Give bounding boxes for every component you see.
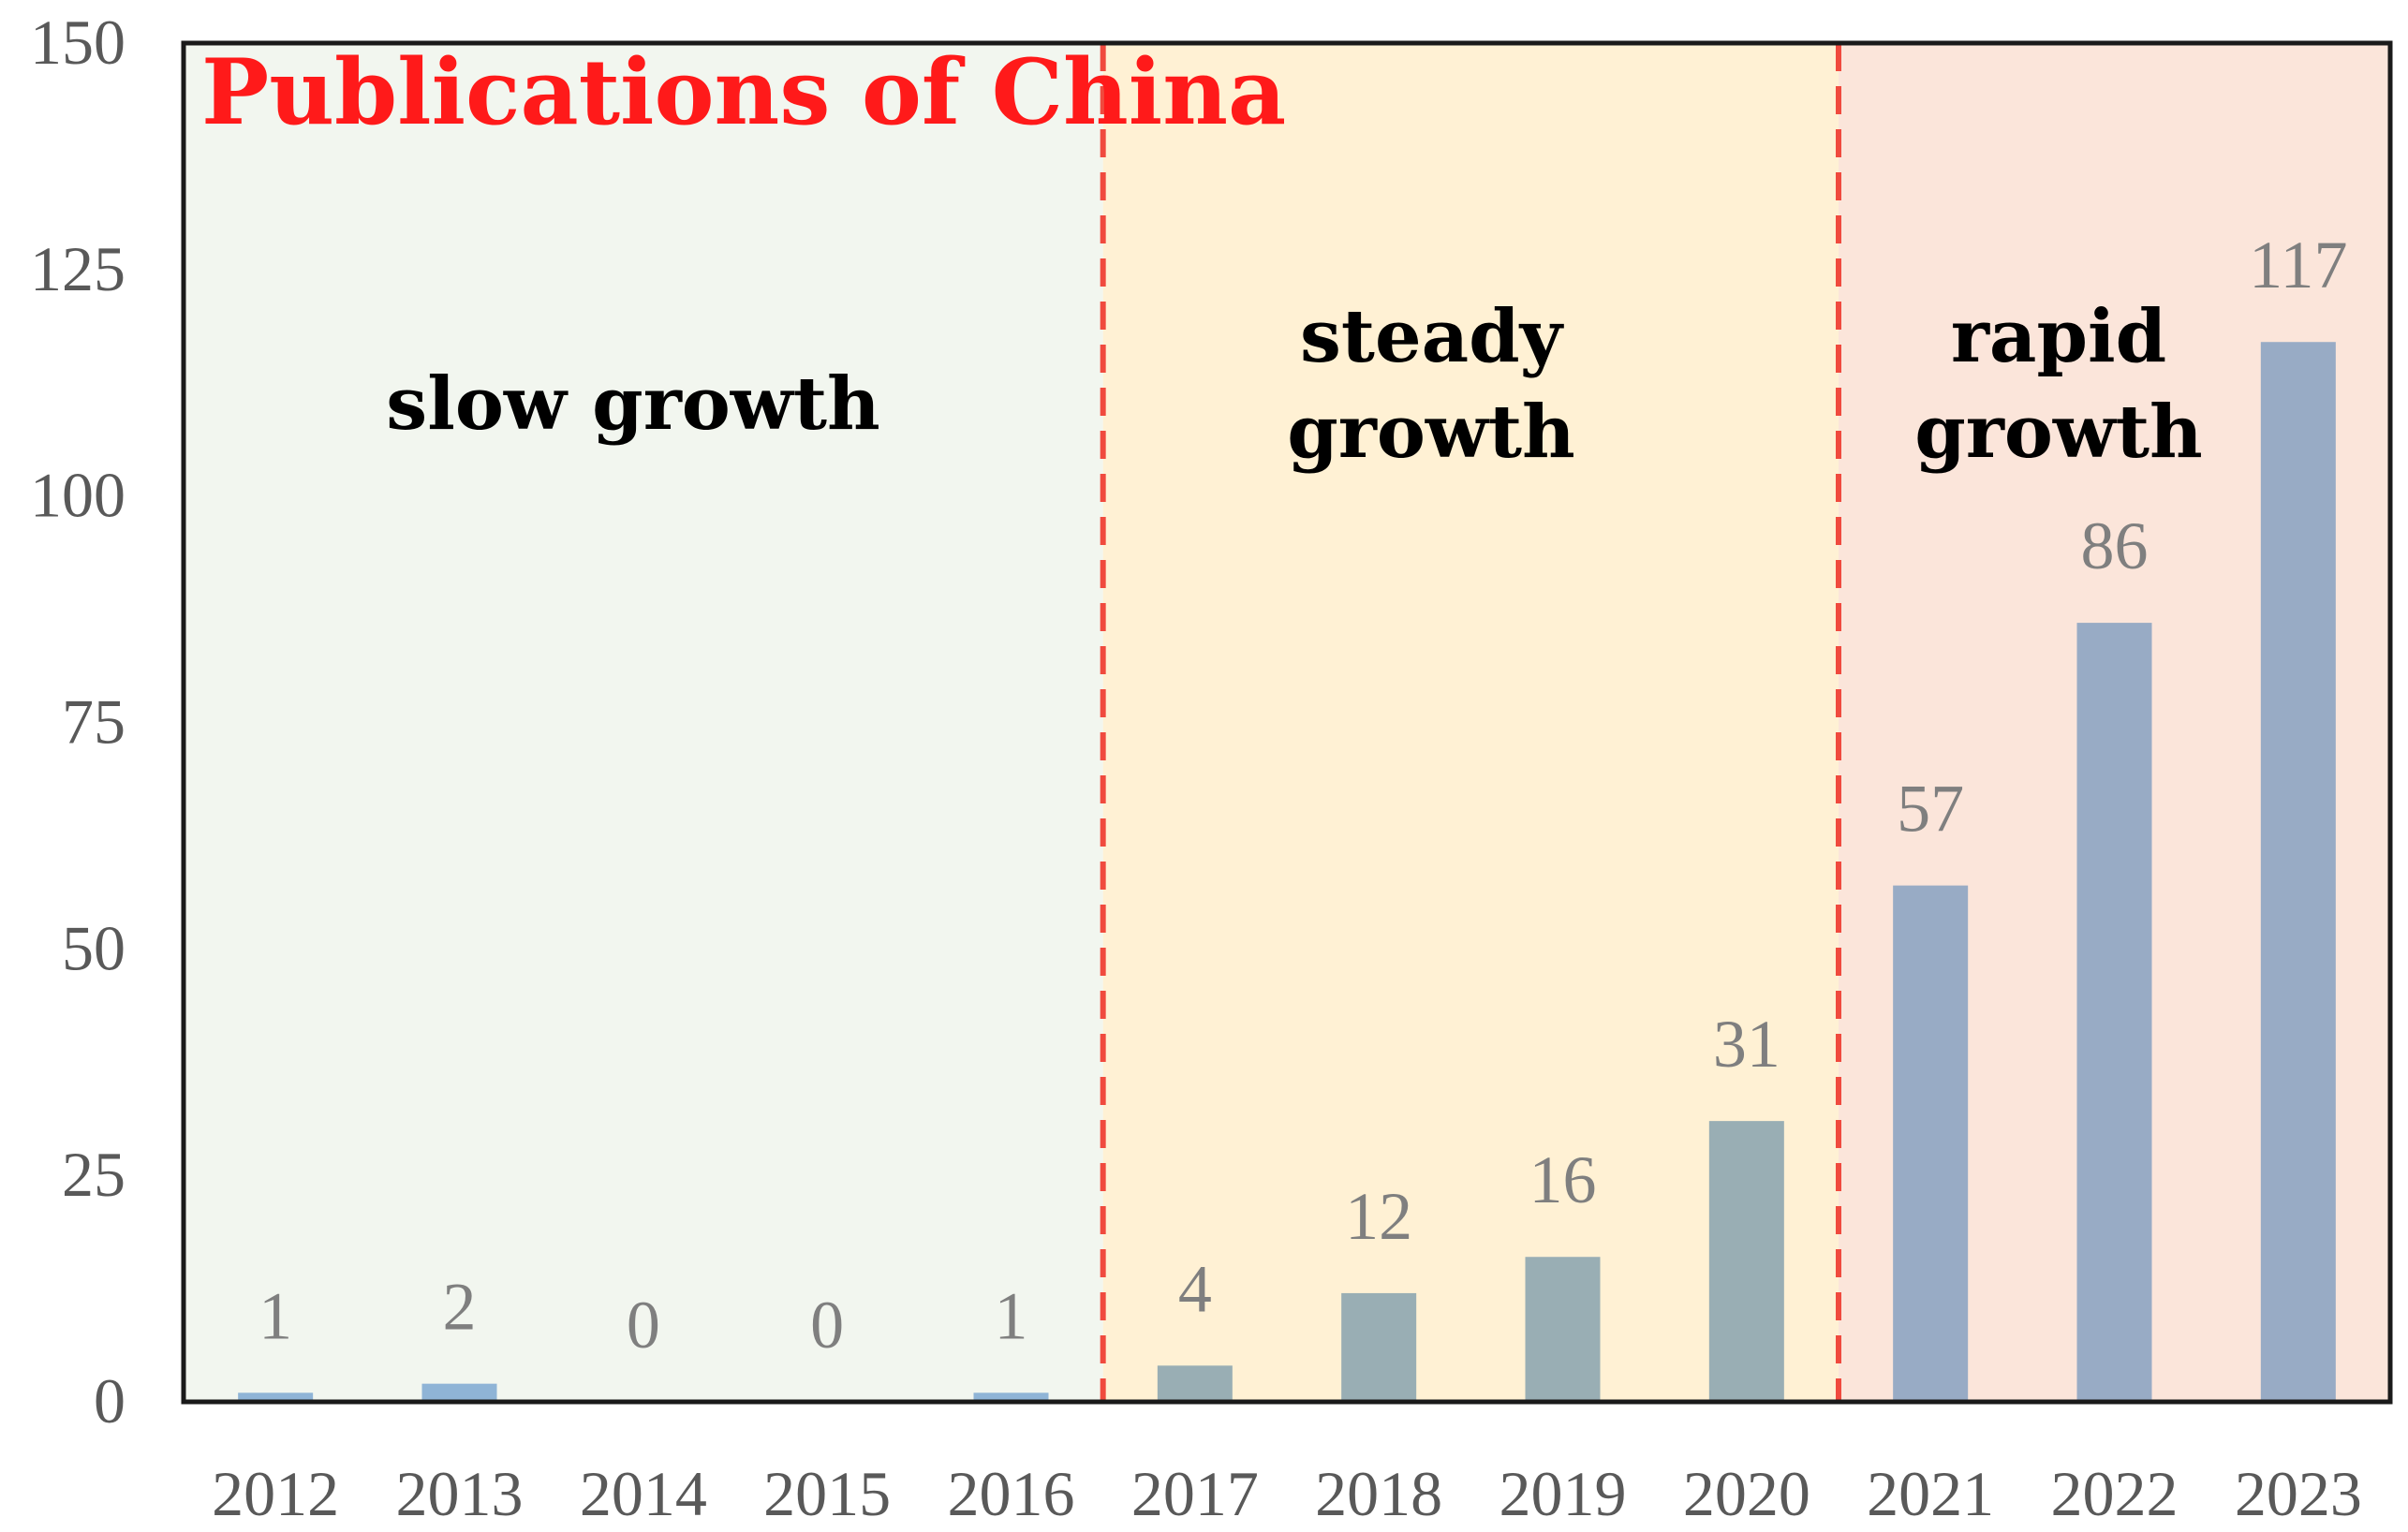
- bar-2013: [421, 1383, 497, 1402]
- data-label-2018: 12: [1345, 1179, 1412, 1254]
- x-tick-label-2023: 2023: [2235, 1458, 2362, 1529]
- y-tick-label-100: 100: [30, 460, 126, 531]
- phase-background-slow-growth: [184, 43, 1103, 1402]
- phase-dividers: [1100, 43, 1841, 1402]
- data-label-2017: 4: [1178, 1251, 1212, 1326]
- y-tick-label-0: 0: [94, 1365, 126, 1436]
- y-tick-label-50: 50: [62, 912, 126, 983]
- data-label-2023: 117: [2249, 228, 2347, 302]
- y-tick-label-125: 125: [30, 233, 126, 304]
- bar-2021: [1893, 885, 1969, 1402]
- phase-label-rapid-growth: rapid growth: [1914, 294, 2203, 475]
- x-tick-label-2017: 2017: [1131, 1458, 1259, 1529]
- phase-backgrounds: [184, 43, 2390, 1402]
- chart-title: Publications of China: [201, 39, 1286, 145]
- x-tick-label-2022: 2022: [2051, 1458, 2179, 1529]
- x-tick-label-2020: 2020: [1683, 1458, 1810, 1529]
- x-tick-label-2021: 2021: [1867, 1458, 1994, 1529]
- x-tick-label-2015: 2015: [763, 1458, 891, 1529]
- x-axis-ticks: 2012 2013 2014 2015 2016 2017 2018 2019 2020 2021…: [212, 1458, 2362, 1529]
- bar-2012: [238, 1392, 314, 1402]
- y-tick-label-75: 75: [62, 686, 126, 758]
- phase-label-line: steady: [1300, 294, 1565, 379]
- plot-border: [181, 40, 2393, 1405]
- x-tick-label-2019: 2019: [1499, 1458, 1627, 1529]
- phase-label-line: rapid: [1951, 294, 2166, 379]
- plot-frame: [181, 40, 2393, 1405]
- x-tick-label-2018: 2018: [1315, 1458, 1442, 1529]
- bar-2019: [1525, 1257, 1601, 1402]
- data-label-2022: 86: [2081, 508, 2149, 583]
- data-label-2015: 0: [810, 1288, 844, 1363]
- bar-2018: [1341, 1292, 1417, 1402]
- bar-2023: [2260, 342, 2336, 1403]
- data-label-2020: 31: [1713, 1007, 1780, 1082]
- phase-label-line: growth: [1914, 390, 2203, 475]
- x-tick-label-2014: 2014: [580, 1458, 707, 1529]
- y-tick-label-25: 25: [62, 1139, 126, 1210]
- y-tick-label-150: 150: [30, 7, 126, 78]
- bar-2016: [973, 1392, 1049, 1402]
- x-tick-label-2016: 2016: [948, 1458, 1075, 1529]
- phase-label-steady-growth: steady growth: [1287, 294, 1575, 475]
- phase-label-line: growth: [1287, 390, 1575, 475]
- bar-2017: [1157, 1365, 1233, 1402]
- x-tick-label-2012: 2012: [212, 1458, 339, 1529]
- data-label-2013: 2: [443, 1270, 477, 1345]
- data-label-2019: 16: [1529, 1142, 1597, 1217]
- data-label-2021: 57: [1897, 772, 1964, 847]
- bar-2022: [2076, 623, 2152, 1402]
- bar-2020: [1708, 1121, 1784, 1402]
- data-label-2014: 0: [627, 1288, 660, 1363]
- phase-labels: slow growth steady growth rapid growth: [386, 294, 2202, 475]
- y-axis-ticks: 0 25 50 75 100 125 150: [30, 7, 126, 1436]
- bar-series: [238, 342, 2336, 1403]
- x-tick-label-2013: 2013: [396, 1458, 524, 1529]
- phase-label-slow-growth: slow growth: [386, 361, 879, 447]
- data-label-2016: 1: [995, 1278, 1028, 1353]
- data-label-2012: 1: [259, 1278, 292, 1353]
